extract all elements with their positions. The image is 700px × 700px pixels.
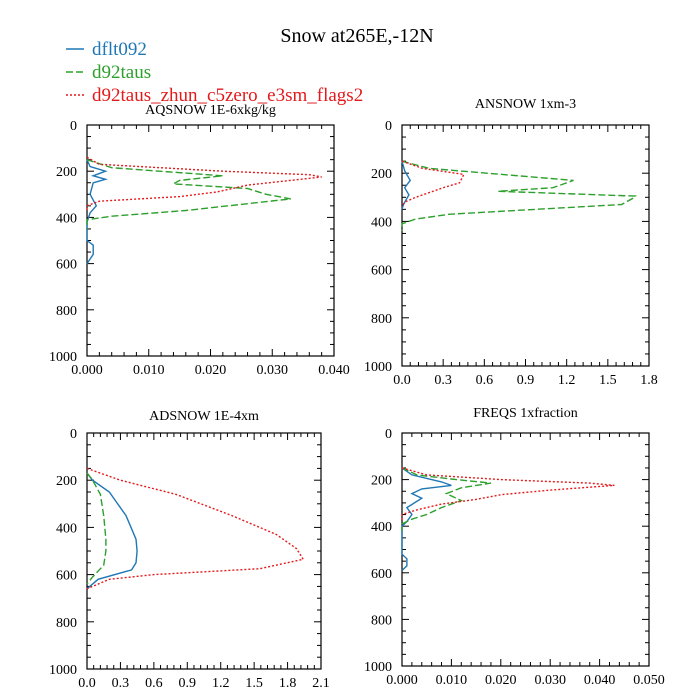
x-tick-label: 0.020 xyxy=(195,363,227,378)
series-line-d92taus xyxy=(401,467,492,531)
series-line-dflt092 xyxy=(401,467,452,572)
x-tick-label: 1.5 xyxy=(599,373,617,388)
y-tick-label: 0 xyxy=(70,427,77,442)
series-line-d92taus_zhun_c5zero_e3sm_flags2 xyxy=(86,156,322,211)
y-tick-label: 400 xyxy=(371,520,392,535)
x-tick-label: 0.030 xyxy=(257,363,289,378)
x-tick-label: 0.6 xyxy=(145,676,163,691)
series-line-d92taus xyxy=(86,472,107,585)
x-tick-label: 0.010 xyxy=(133,363,165,378)
legend-entry-d92taus_zhun_c5zero_e3sm_flags2: d92taus_zhun_c5zero_e3sm_flags2 xyxy=(92,85,363,106)
series-line-d92taus_zhun_c5zero_e3sm_flags2 xyxy=(401,160,465,208)
x-tick-label: 0.3 xyxy=(112,676,130,691)
x-tick-label: 0.000 xyxy=(386,673,418,688)
y-tick-label: 200 xyxy=(371,474,392,489)
plot-frame xyxy=(86,124,335,357)
x-tick-label: 0.020 xyxy=(485,673,517,688)
figure-title: Snow at265E,-12N xyxy=(280,25,433,47)
x-tick-label: 0.050 xyxy=(633,673,665,688)
series-line-d92taus_zhun_c5zero_e3sm_flags2 xyxy=(401,467,615,522)
x-tick-label: 1.5 xyxy=(245,676,263,691)
y-tick-label: 400 xyxy=(371,215,392,230)
plot-frame xyxy=(86,432,322,670)
x-tick-label: 0.010 xyxy=(436,673,468,688)
legend-entry-d92taus: d92taus xyxy=(92,62,151,83)
legend: dflt092d92tausd92taus_zhun_c5zero_e3sm_f… xyxy=(66,39,363,106)
y-tick-label: 800 xyxy=(371,613,392,628)
y-tick-label: 0 xyxy=(70,119,77,134)
y-tick-label: 800 xyxy=(371,312,392,327)
x-tick-label: 0.9 xyxy=(517,373,535,388)
panel-title: ADSNOW 1E-4xm xyxy=(149,409,259,424)
y-tick-label: 200 xyxy=(371,167,392,182)
series-line-dflt092 xyxy=(86,159,109,264)
x-tick-label: 0.9 xyxy=(179,676,197,691)
y-tick-label: 600 xyxy=(371,567,392,582)
panel-title: ANSNOW 1xm-3 xyxy=(475,97,576,112)
x-tick-label: 1.2 xyxy=(558,373,576,388)
legend-entry-dflt092: dflt092 xyxy=(92,39,147,60)
y-tick-label: 200 xyxy=(56,165,77,180)
x-tick-label: 1.2 xyxy=(212,676,230,691)
y-tick-label: 1000 xyxy=(49,350,77,365)
x-tick-label: 0.030 xyxy=(534,673,566,688)
y-tick-label: 600 xyxy=(371,264,392,279)
y-tick-label: 400 xyxy=(56,521,77,536)
series-line-d92taus xyxy=(86,159,291,229)
panel-title: FREQS 1xfraction xyxy=(473,406,578,421)
y-tick-label: 1000 xyxy=(364,660,392,675)
y-tick-label: 800 xyxy=(56,304,77,319)
y-tick-label: 0 xyxy=(385,119,392,134)
series-line-d92taus xyxy=(401,160,638,231)
y-tick-label: 1000 xyxy=(49,663,77,678)
x-tick-label: 1.8 xyxy=(279,676,297,691)
x-tick-label: 0.6 xyxy=(476,373,494,388)
x-tick-label: 0.3 xyxy=(434,373,452,388)
x-tick-label: 0.040 xyxy=(318,363,350,378)
plot-frame xyxy=(401,432,650,667)
y-tick-label: 600 xyxy=(56,569,77,584)
panel-title: AQSNOW 1E-6xkg/kg xyxy=(145,103,276,118)
plot-frame xyxy=(401,124,650,367)
y-tick-label: 600 xyxy=(56,258,77,273)
y-tick-label: 0 xyxy=(385,427,392,442)
y-tick-label: 1000 xyxy=(364,360,392,375)
x-tick-label: 2.1 xyxy=(312,676,330,691)
x-tick-label: 1.8 xyxy=(640,373,658,388)
x-tick-label: 0.000 xyxy=(71,363,103,378)
x-tick-label: 0.040 xyxy=(584,673,616,688)
y-tick-label: 800 xyxy=(56,616,77,631)
x-tick-label: 0.0 xyxy=(78,676,96,691)
y-tick-label: 400 xyxy=(56,211,77,226)
y-tick-label: 200 xyxy=(56,474,77,489)
x-tick-label: 0.0 xyxy=(393,373,411,388)
series-line-d92taus_zhun_c5zero_e3sm_flags2 xyxy=(86,467,305,590)
series-line-dflt092 xyxy=(86,472,138,590)
